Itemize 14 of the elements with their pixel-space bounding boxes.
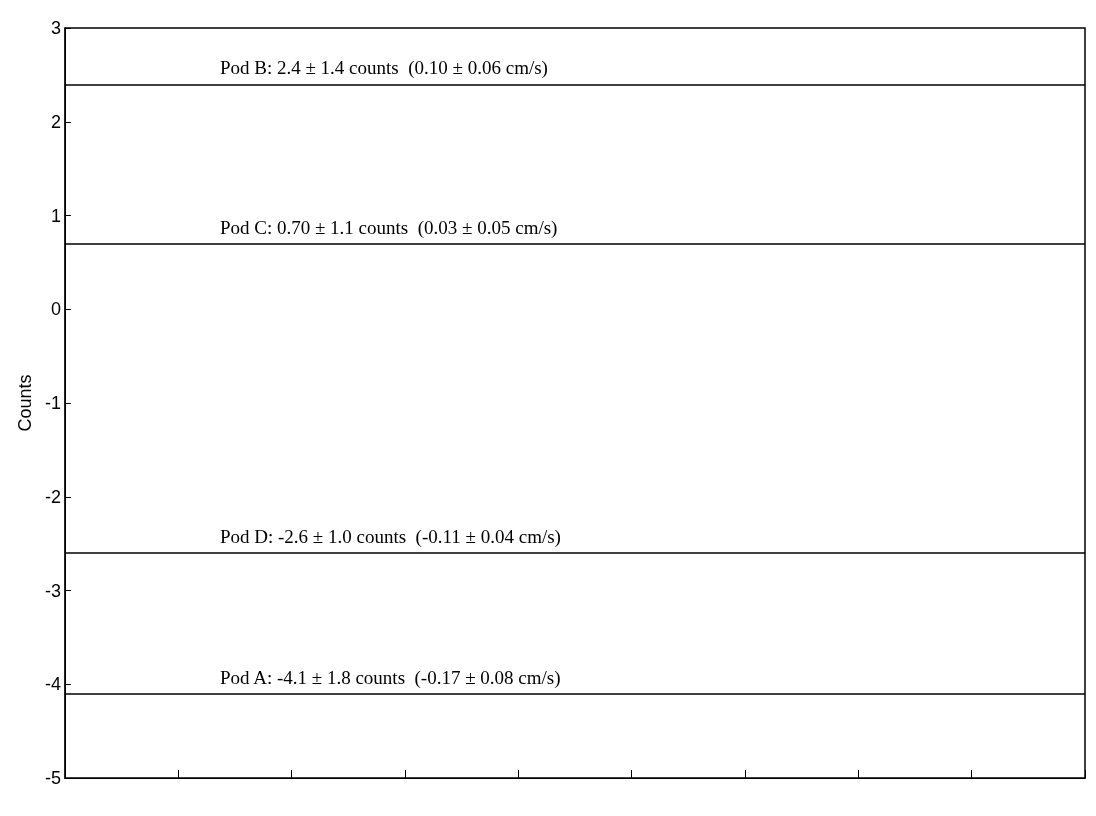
y-tick-label: 2 (50, 111, 61, 132)
y-tick-label: -3 (44, 580, 61, 601)
ref-line-label: Pod B: 2.4 ± 1.4 counts (0.10 ± 0.06 cm/s) (219, 57, 548, 80)
y-tick-label: 0 (50, 299, 61, 320)
ref-line-label: Pod C: 0.70 ± 1.1 counts (0.03 ± 0.05 cm/s) (219, 216, 558, 239)
y-tick-label: -5 (44, 768, 61, 788)
y-tick-label: -4 (44, 674, 61, 695)
ref-line-label: Pod D: -2.6 ± 1.0 counts (-0.11 ± 0.04 cm/s) (219, 526, 561, 548)
ref-line-label: Pod A: -4.1 ± 1.8 counts (-0.17 ± 0.08 cm/s) (219, 666, 561, 689)
y-tick-label: -2 (44, 486, 61, 507)
y-tick-label: -1 (44, 393, 61, 413)
y-tick-label: 1 (50, 205, 61, 226)
y-axis-title: Counts (15, 374, 35, 432)
y-tick-label: 3 (50, 18, 61, 38)
